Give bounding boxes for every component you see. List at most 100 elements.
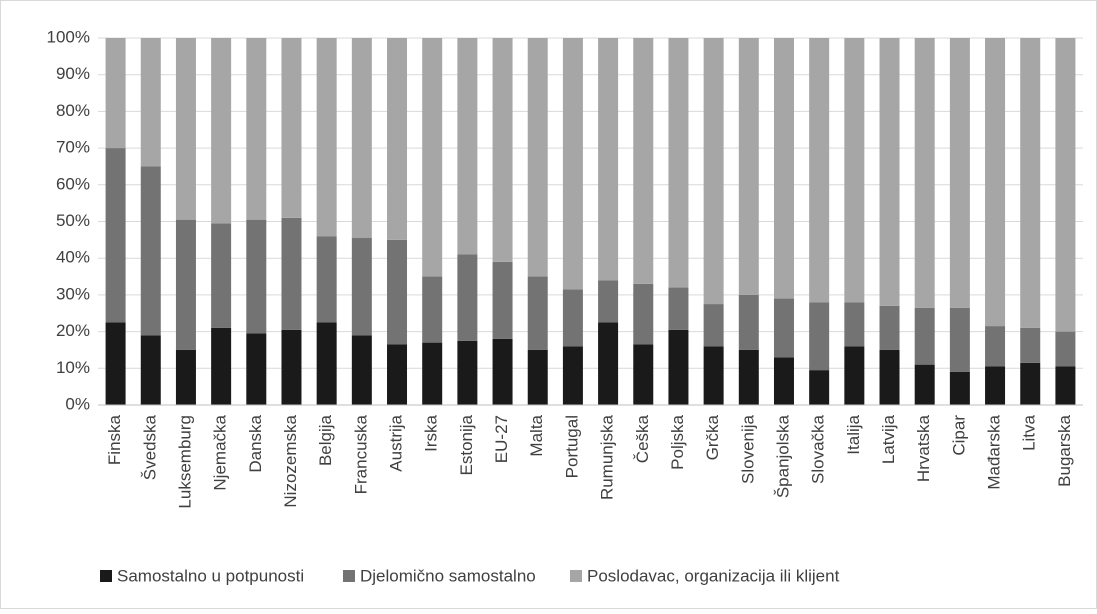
bar-segment [527,349,548,405]
bar-segment [562,289,583,347]
bar-segment [879,305,900,350]
x-tick-label: Danska [246,414,265,472]
x-tick-label: Estonija [457,414,476,475]
bar-segment [562,38,583,290]
x-tick-label: Švedska [140,414,159,480]
bar-segment [246,38,267,220]
bar-segment [492,261,513,339]
y-tick-label: 80% [56,101,90,120]
y-tick-label: 40% [56,248,90,267]
bar-segment [738,294,759,350]
legend-label: Djelomično samostalno [360,566,536,585]
bar-segment [246,333,267,405]
bar-segment [914,364,935,405]
bar-segment [316,38,337,237]
bar-segment [246,219,267,334]
x-tick-label: Slovenija [738,414,757,484]
bar-segment [879,349,900,405]
bar-segment [985,38,1006,327]
y-tick-label: 60% [56,174,90,193]
x-tick-label: Francuska [351,414,370,494]
bar-segment [211,327,232,405]
bar-segment [1020,327,1041,363]
bar-segment [105,322,126,405]
bar-segment [633,344,654,405]
y-tick-label: 100% [47,27,90,46]
x-tick-label: Grčka [703,414,722,460]
bar-segment [668,38,689,288]
bar-segment [175,219,196,350]
bar-segment [351,238,372,336]
bar-segment [703,346,724,405]
bar-segment [949,371,970,405]
bar-segment [351,38,372,239]
bar-segment [703,38,724,305]
legend-swatch [343,570,355,582]
bar-segment [633,283,654,345]
x-tick-label: Latvija [879,414,898,464]
bar-segment [844,38,865,303]
bar-segment [844,302,865,347]
bar-segment [175,349,196,405]
x-tick-label: Hrvatska [914,414,933,482]
x-tick-label: Njemačka [211,414,230,490]
bar-segment [879,38,900,306]
x-tick-label: Malta [527,414,546,456]
x-tick-label: Luksemburg [175,415,194,509]
bar-segment [281,38,302,218]
bar-segment [949,38,970,308]
bar-segment [422,342,443,405]
bar-segment [562,346,583,405]
bar-segment [316,322,337,405]
legend-swatch [570,570,582,582]
bar-segment [773,357,794,405]
y-tick-label: 30% [56,284,90,303]
x-tick-label: Portugal [562,415,581,478]
bar-segment [985,366,1006,405]
x-tick-label: EU-27 [492,415,511,463]
bar-segment [351,335,372,405]
bar-segment [914,38,935,308]
bar-segment [598,38,619,281]
bar-segment [457,254,478,341]
y-tick-label: 20% [56,321,90,340]
bar-segment [1055,331,1076,367]
x-tick-label: Cipar [949,415,968,456]
bar-segment [914,307,935,365]
bar-segment [809,370,830,405]
y-tick-label: 70% [56,138,90,157]
x-tick-label: Irska [422,414,441,451]
bar-segment [316,236,337,323]
bar-segment [211,38,232,224]
bar-segment [387,38,408,240]
legend-label: Poslodavac, organizacija ili klijent [587,566,840,585]
x-tick-label: Bugarska [1055,414,1074,486]
bar-segment [738,349,759,405]
bar-segment [1020,362,1041,405]
x-tick-label: Rumunjska [598,414,617,500]
bar-segment [211,223,232,328]
bar-segment [844,346,865,405]
x-tick-label: Poljska [668,414,687,469]
x-tick-label: Češka [633,414,652,463]
x-tick-label: Austrija [387,414,406,471]
bar-segment [1055,366,1076,405]
y-tick-label: 10% [56,358,90,377]
bar-segment [457,38,478,255]
bar-segment [703,304,724,347]
bar-segment [422,276,443,343]
x-tick-label: Španjolska [773,414,792,498]
x-tick-label: Litva [1020,414,1039,450]
bar-segment [598,280,619,323]
legend-swatch [100,570,112,582]
bar-segment [492,338,513,405]
y-tick-label: 50% [56,211,90,230]
bar-segment [668,329,689,405]
y-tick-label: 90% [56,64,90,83]
bar-segment [387,239,408,345]
bar-segment [633,38,654,284]
bar-segment [492,38,513,262]
bar-segment [281,217,302,330]
bar-segment [140,166,161,336]
